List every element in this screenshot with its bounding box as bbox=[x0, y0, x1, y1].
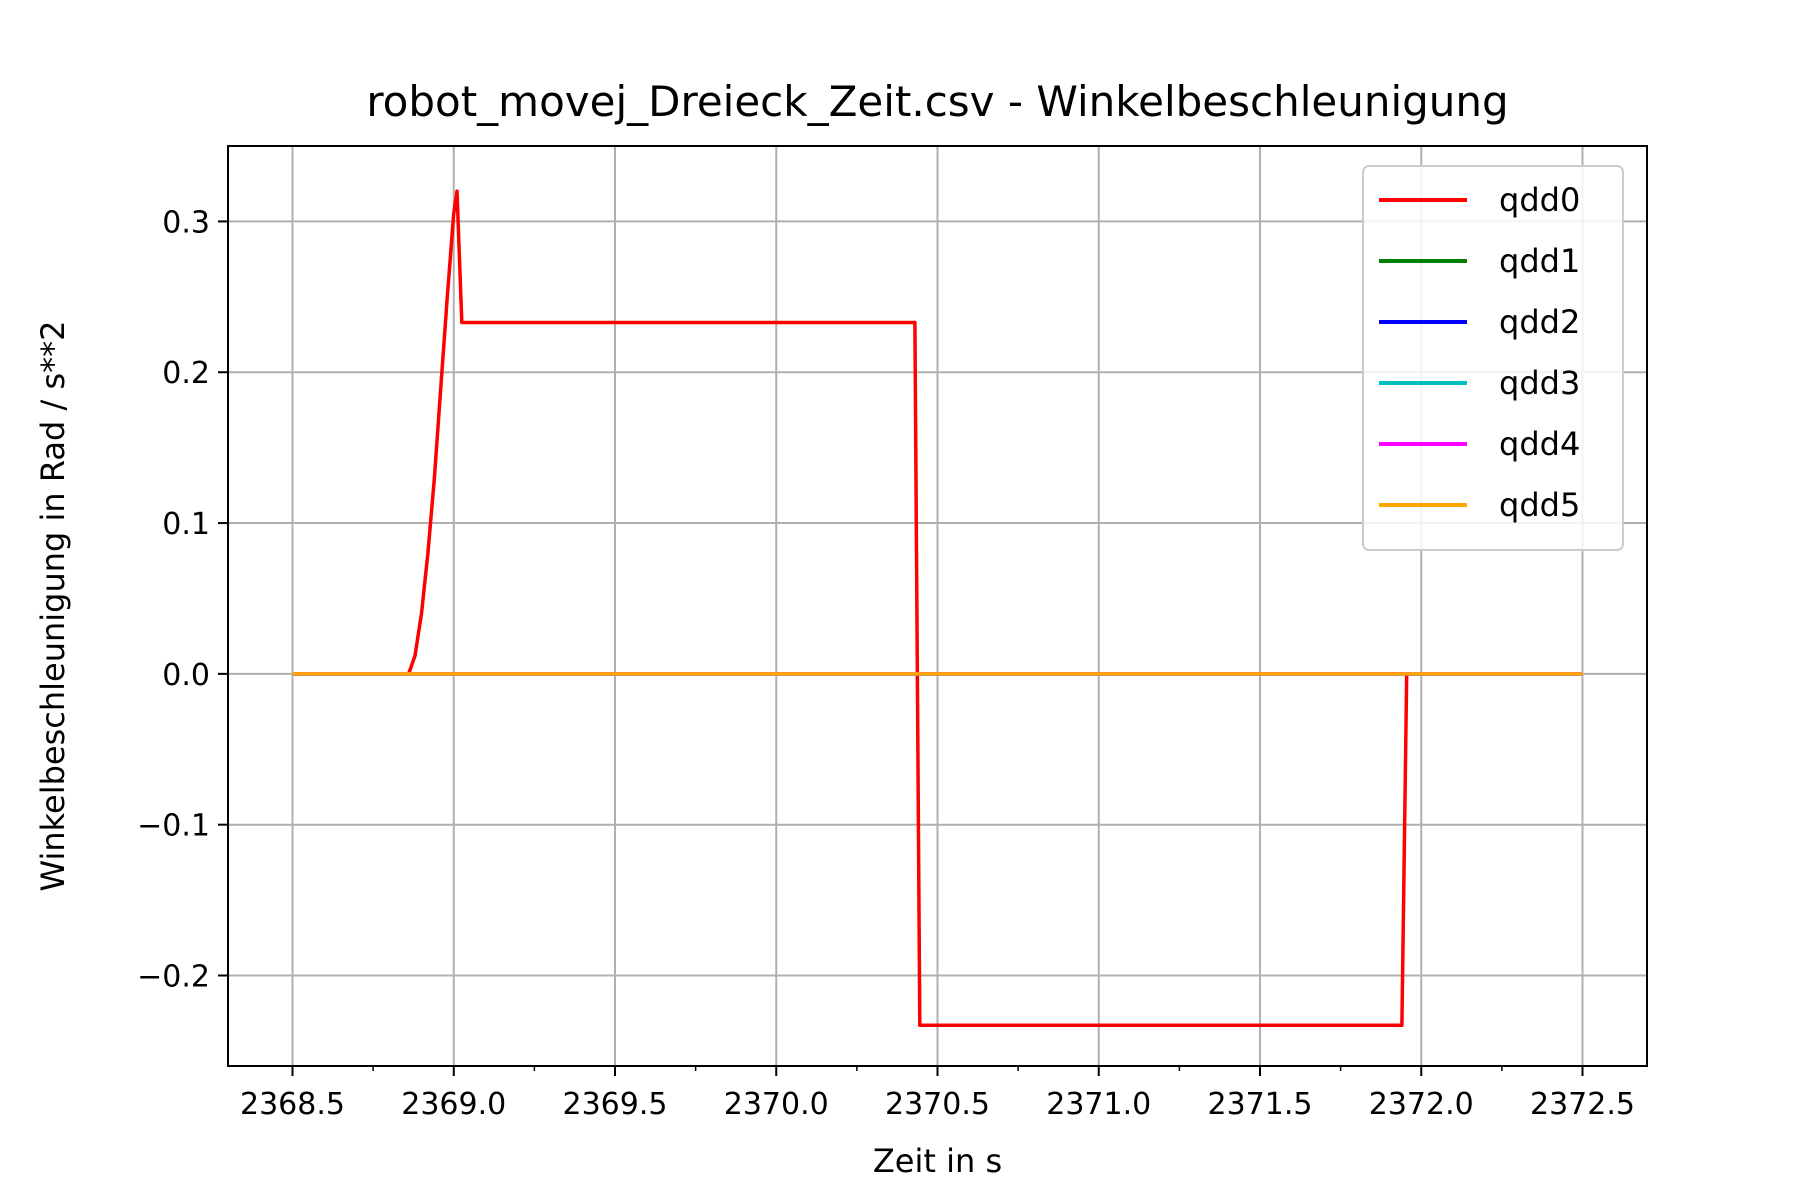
legend-label-qdd0: qdd0 bbox=[1499, 181, 1580, 219]
y-tick-label: 0.3 bbox=[162, 205, 210, 240]
x-tick-label: 2372.0 bbox=[1369, 1087, 1474, 1122]
x-axis: 2368.5 2369.0 2369.5 2370.0 2370.5 2371.0 2371… bbox=[240, 1066, 1635, 1122]
x-axis-title: Zeit in s bbox=[873, 1142, 1002, 1180]
y-axis-title: Winkelbeschleunigung in Rad / s**2 bbox=[34, 321, 72, 892]
y-axis: −0.2 −0.1 0.0 0.1 0.2 0.3 bbox=[137, 205, 228, 995]
y-tick-label: 0.1 bbox=[162, 507, 210, 542]
x-tick-label: 2372.5 bbox=[1530, 1087, 1635, 1122]
chart-title: robot_movej_Dreieck_Zeit.csv - Winkelbes… bbox=[366, 77, 1508, 126]
legend: qdd0 qdd1 qdd2 qdd3 qdd4 qdd5 bbox=[1362, 165, 1624, 551]
y-tick-label: −0.2 bbox=[137, 960, 210, 995]
legend-label-qdd5: qdd5 bbox=[1499, 486, 1580, 524]
x-tick-label: 2371.5 bbox=[1208, 1087, 1313, 1122]
series-line-qdd0 bbox=[292, 189, 1583, 1028]
legend-box bbox=[1362, 165, 1624, 551]
legend-label-qdd2: qdd2 bbox=[1499, 303, 1580, 341]
y-tick-label: −0.1 bbox=[137, 809, 210, 844]
x-tick-label: 2371.0 bbox=[1046, 1087, 1151, 1122]
x-tick-label: 2369.0 bbox=[401, 1087, 506, 1122]
legend-label-qdd3: qdd3 bbox=[1499, 364, 1580, 402]
y-tick-label: 0.0 bbox=[162, 658, 210, 693]
x-tick-label: 2370.5 bbox=[885, 1087, 990, 1122]
series-layer bbox=[292, 189, 1583, 1028]
x-tick-label: 2368.5 bbox=[240, 1087, 345, 1122]
x-tick-label: 2369.5 bbox=[563, 1087, 668, 1122]
legend-label-qdd1: qdd1 bbox=[1499, 242, 1580, 280]
legend-label-qdd4: qdd4 bbox=[1499, 425, 1580, 463]
y-tick-label: 0.2 bbox=[162, 356, 210, 391]
x-tick-label: 2370.0 bbox=[724, 1087, 829, 1122]
